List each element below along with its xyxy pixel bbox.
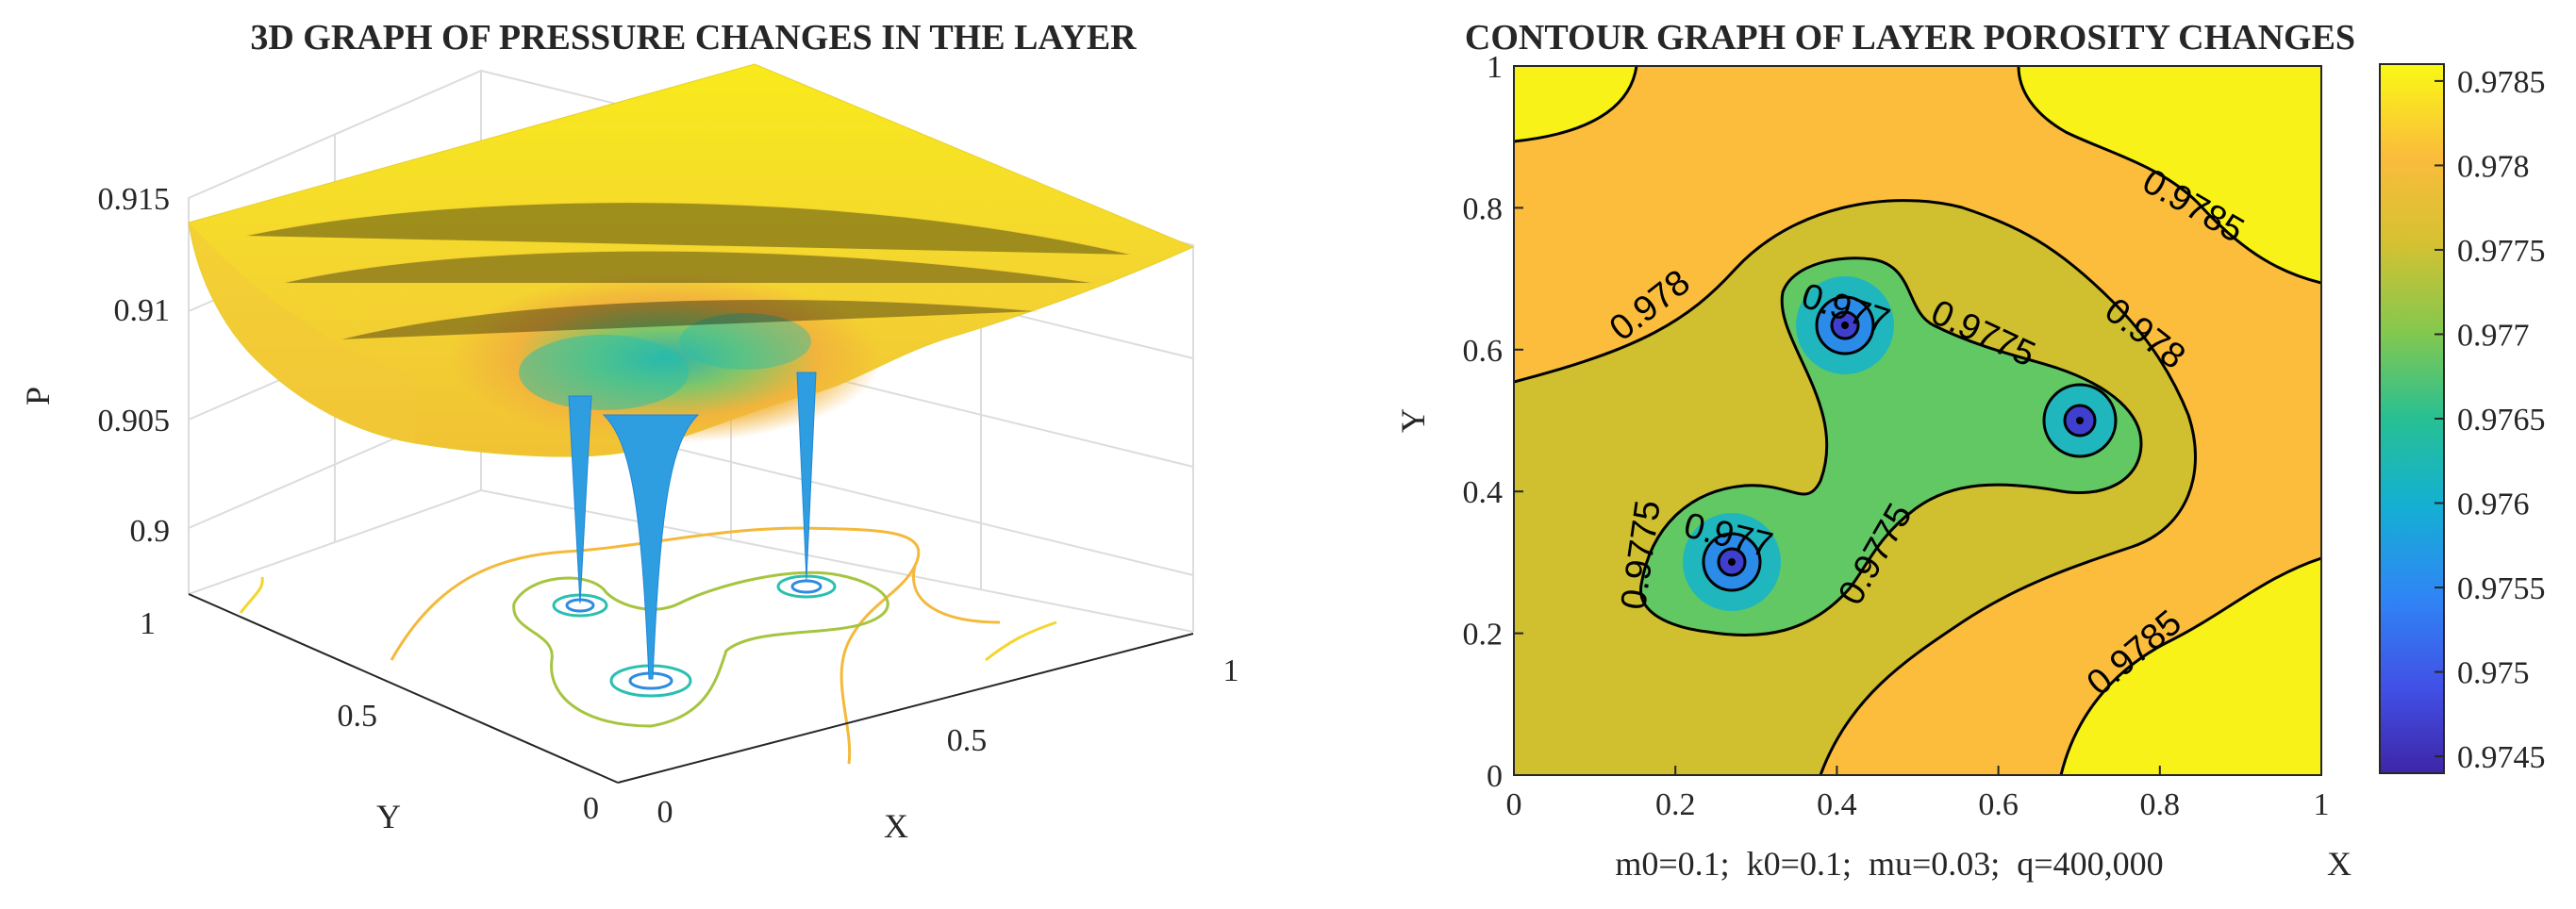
z-tick: 0.9 (130, 514, 171, 549)
contour-x-tick-label: 1 (2314, 787, 2330, 822)
contour-y-axis-label: Y (1394, 408, 1432, 433)
floor-contour-mid (512, 570, 889, 728)
contour-x-tick-label: 0 (1506, 787, 1522, 822)
colorbar-tick-label: 0.9755 (2457, 571, 2546, 606)
contour-axes-box (1513, 65, 2322, 776)
well-spikes (568, 372, 817, 680)
contour-y-ticks: 0 0.2 0.4 0.6 0.8 1 (1463, 50, 1523, 794)
surface-title: 3D GRAPH OF PRESSURE CHANGES IN THE LAYE… (250, 18, 1137, 58)
contour-fills (1514, 66, 2321, 775)
well-spike-3 (796, 372, 817, 581)
y-tick: 1 (140, 606, 156, 641)
contour-x-tick-label: 0.8 (2140, 787, 2181, 822)
well-spike-1 (568, 395, 592, 604)
colorbar-tick-label: 0.9775 (2457, 234, 2546, 269)
contour-title: CONTOUR GRAPH OF LAYER POROSITY CHANGES (1465, 18, 2355, 58)
contour-y-tick-label: 0.4 (1463, 475, 1504, 510)
well-3 (2042, 383, 2118, 458)
z-tick: 0.905 (98, 404, 171, 438)
contour-y-tick-label: 0 (1487, 759, 1503, 794)
contour-x-ticks: 0 0.2 0.4 0.6 0.8 1 (1506, 766, 2330, 822)
colorbar (2379, 63, 2445, 774)
colorbar-tick-label: 0.977 (2457, 318, 2530, 353)
parameters-footer: m0=0.1; k0=0.1; mu=0.03; q=400,000 (1615, 845, 2163, 883)
contour-x-axis-label: X (2327, 845, 2352, 883)
contour-x-tick-label: 0.4 (1817, 787, 1857, 822)
x-tick: 0.5 (947, 723, 988, 758)
surface-plot: 3D GRAPH OF PRESSURE CHANGES IN THE LAYE… (19, 18, 1239, 845)
contour-lines (1514, 66, 2321, 775)
fill-corner-bottom-right (2061, 558, 2321, 775)
surface-y-ticks: 1 0.5 0 (140, 606, 599, 826)
z-tick: 0.915 (98, 182, 171, 217)
colorbar-tick-label: 0.9785 (2457, 65, 2546, 100)
contour-x-tick-label: 0.6 (1978, 787, 2019, 822)
surface-front-axes (188, 593, 1194, 784)
y-tick: 0 (583, 791, 599, 826)
contour-x-tick-label: 0.2 (1655, 787, 1696, 822)
z-tick: 0.91 (114, 293, 171, 328)
y-tick: 0.5 (338, 699, 378, 734)
floor-contour-outer-right (912, 565, 1001, 624)
fill-corner-top-right (2019, 66, 2321, 283)
contour-y-tick-label: 1 (1487, 50, 1503, 85)
well-2 (1796, 276, 1894, 374)
x-tick: 0 (657, 795, 673, 830)
x-tick: 1 (1223, 653, 1239, 688)
colorbar-tick-label: 0.9745 (2457, 740, 2546, 775)
surface-x-ticks: 0 0.5 1 (657, 653, 1239, 830)
colorbar-tick-label: 0.975 (2457, 656, 2530, 691)
floor-contour-outer (390, 526, 921, 765)
contour-plot: CONTOUR GRAPH OF LAYER POROSITY CHANGES (1394, 18, 2546, 883)
pressure-surface (188, 63, 1195, 457)
z-axis-label: P (19, 387, 57, 405)
y-axis-label: Y (376, 798, 401, 835)
x-axis-label: X (884, 807, 908, 845)
colorbar-tick-label: 0.976 (2457, 488, 2530, 522)
colorbar-tick-label: 0.978 (2457, 149, 2530, 184)
fill-corner-top-left (1514, 66, 1637, 141)
colorbar-ticks: 0.9785 0.978 0.9775 0.977 0.9765 0.976 0.9755 0… (2435, 65, 2546, 775)
contour-y-tick-label: 0.8 (1463, 191, 1504, 226)
contour-y-tick-label: 0.6 (1463, 334, 1504, 369)
well-1 (1683, 513, 1781, 611)
colorbar-tick-label: 0.9765 (2457, 403, 2546, 438)
well-spike-2 (602, 414, 700, 680)
contour-y-tick-label: 0.2 (1463, 618, 1504, 653)
surface-z-ticks: 0.915 0.91 0.905 0.9 (98, 182, 171, 549)
